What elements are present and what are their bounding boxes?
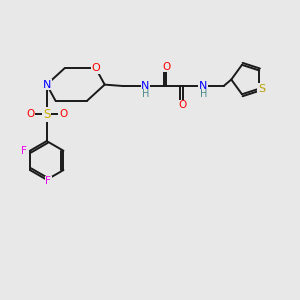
Text: O: O bbox=[162, 62, 170, 72]
Text: N: N bbox=[43, 80, 51, 90]
Text: O: O bbox=[26, 109, 34, 119]
Text: O: O bbox=[178, 100, 187, 110]
Text: F: F bbox=[45, 176, 51, 186]
Text: N: N bbox=[199, 81, 208, 91]
Text: F: F bbox=[20, 146, 26, 156]
Text: S: S bbox=[43, 108, 50, 121]
Text: O: O bbox=[92, 63, 100, 73]
Text: N: N bbox=[141, 81, 150, 91]
Text: H: H bbox=[200, 89, 207, 99]
Text: O: O bbox=[59, 109, 67, 119]
Text: H: H bbox=[142, 89, 149, 99]
Text: S: S bbox=[258, 84, 265, 94]
